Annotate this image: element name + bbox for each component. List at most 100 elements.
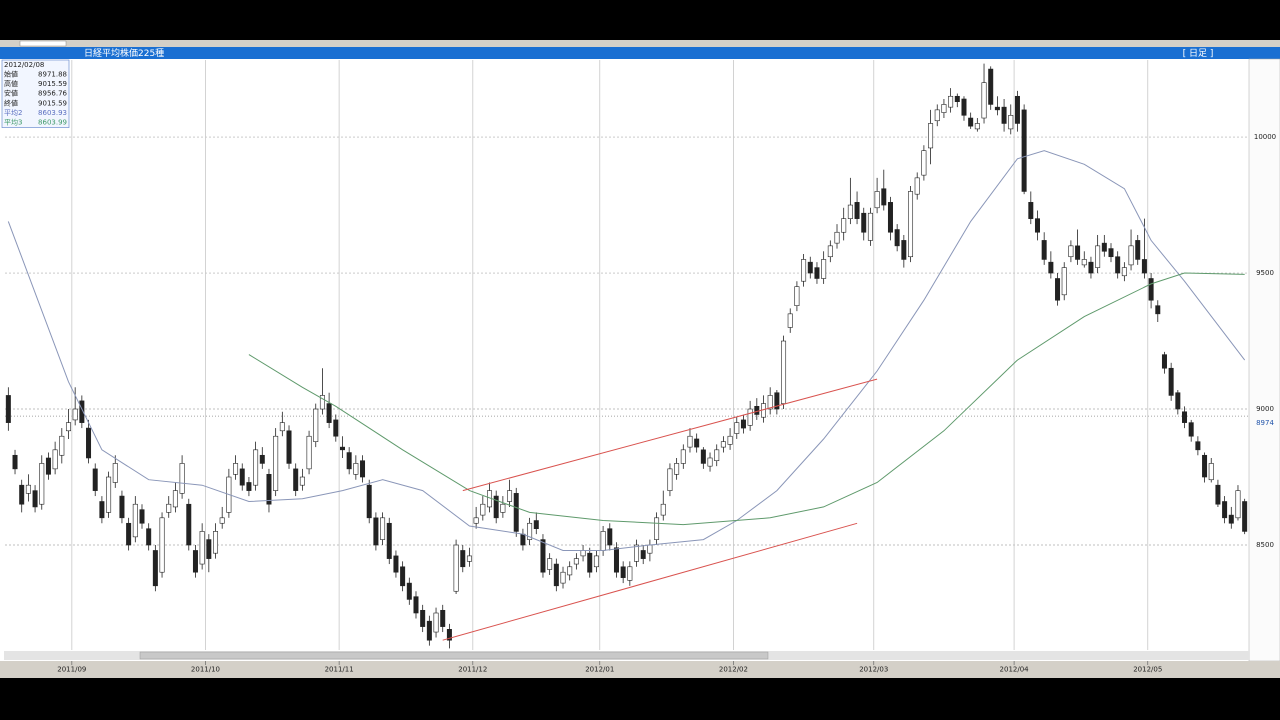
info-panel (1, 59, 70, 128)
candle-body (1121, 267, 1127, 277)
candle-body (440, 609, 446, 627)
x-tick-label: 2012/03 (859, 666, 888, 674)
candle-body (239, 468, 245, 486)
candle-body (72, 408, 78, 421)
candle-body (1101, 242, 1107, 252)
candle-body (366, 484, 372, 519)
candle-body (1242, 501, 1248, 532)
candle-body (894, 229, 900, 247)
candle-body (360, 460, 366, 478)
y-tick-label: 9500 (1256, 269, 1274, 277)
candle-body (654, 517, 660, 540)
candle-body (573, 558, 579, 565)
candle-body (45, 457, 51, 475)
candle-body (353, 463, 359, 475)
grid (5, 60, 1248, 650)
candle-body (874, 191, 880, 209)
candle-body (326, 403, 332, 423)
x-tick-label: 2012/01 (585, 666, 614, 674)
candle-body (266, 474, 272, 505)
candle-body (1215, 484, 1221, 505)
info-value: 8956.76 (38, 90, 67, 98)
candle-body (426, 620, 432, 641)
candle-body (139, 509, 145, 524)
x-tick-label: 2011/10 (191, 666, 220, 674)
period-label: [ 日足 ] (1183, 48, 1214, 59)
candle-body (306, 435, 312, 470)
candle-body (206, 539, 212, 559)
candle-body (179, 463, 185, 494)
candle-body (674, 463, 680, 475)
candle-body (1001, 106, 1007, 124)
trendline (442, 522, 858, 641)
candle-body (560, 571, 566, 584)
candle-body (587, 552, 593, 573)
chart-area (0, 59, 1280, 661)
candle-body (380, 517, 386, 540)
scrollbar-thumb[interactable] (139, 651, 769, 660)
candle-body (1088, 261, 1094, 274)
info-label: 平均3 (4, 118, 22, 127)
candle-body (233, 463, 239, 475)
candle-body (754, 406, 760, 415)
candle-body (172, 490, 178, 508)
x-tick-label: 2011/12 (458, 666, 487, 674)
candle-body (1195, 441, 1201, 451)
candle-body (714, 449, 720, 462)
candle-body (914, 177, 920, 195)
candle-body (740, 419, 746, 429)
candle-body (607, 528, 613, 546)
candle-body (1128, 245, 1134, 266)
candle-body (961, 98, 967, 116)
candle-body (213, 531, 219, 554)
info-label: 終値 (4, 98, 18, 107)
candle-body (339, 446, 345, 451)
y-tick-label: 8500 (1256, 541, 1274, 549)
candle-body (647, 544, 653, 554)
candle-body (420, 609, 426, 627)
candle-body (794, 286, 800, 306)
moving-average-line (7, 150, 1246, 551)
info-date: 2012/02/08 (4, 61, 44, 69)
price-marker-label: 8974 (1256, 419, 1274, 427)
candle-body (1235, 490, 1241, 519)
candle-body (79, 400, 85, 423)
candle-body (834, 231, 840, 244)
candle-body (1188, 422, 1194, 437)
candle-body (988, 68, 994, 105)
candle-body (1008, 115, 1014, 130)
candle-body (1155, 305, 1161, 315)
info-label: 安値 (4, 89, 18, 98)
candle-body (400, 566, 406, 587)
candle-body (974, 123, 980, 130)
toolbar-field[interactable] (19, 40, 67, 47)
candle-body (567, 566, 573, 576)
candle-body (854, 202, 860, 219)
candle-body (700, 449, 706, 464)
candle-body (159, 517, 165, 573)
candle-body (386, 522, 392, 559)
candle-body (620, 566, 626, 578)
candle-body (313, 408, 319, 442)
candle-body (660, 503, 666, 516)
candle-body (774, 392, 780, 410)
candle-body (948, 95, 954, 108)
candle-body (25, 484, 31, 494)
candle-body (393, 555, 399, 573)
candle-body (1028, 202, 1034, 219)
candle-body (627, 566, 633, 581)
candle-body (640, 550, 646, 559)
candle-body (19, 484, 25, 505)
candle-body (1034, 218, 1040, 233)
candle-body (968, 117, 974, 127)
candle-body (954, 95, 960, 103)
candle-body (119, 495, 125, 519)
candle-body (887, 202, 893, 233)
candle-body (433, 612, 439, 633)
candle-body (827, 245, 833, 258)
candle-body (540, 539, 546, 573)
candle-body (1135, 240, 1141, 260)
candle-body (65, 422, 71, 432)
candle-body (453, 544, 459, 592)
